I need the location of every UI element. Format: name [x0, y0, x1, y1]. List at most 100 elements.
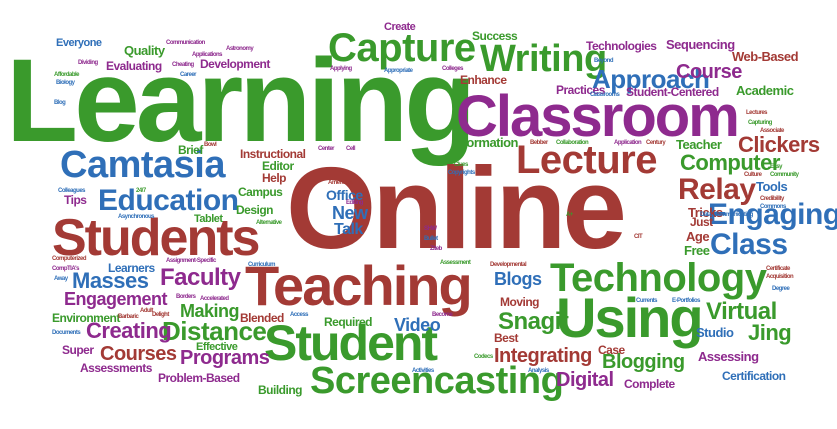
word-activities: Activities	[412, 368, 434, 374]
word-cit: CIT	[634, 234, 643, 240]
word-commons: Commons	[760, 204, 786, 210]
word-age: Age	[686, 229, 710, 244]
word-codecs: Codecs	[474, 354, 493, 360]
word-masses: Masses	[72, 268, 149, 293]
word-lecture: Lecture	[516, 138, 658, 182]
word-office: Office	[326, 187, 363, 203]
word-classrooms: Classrooms	[590, 92, 620, 98]
word-assessment: Assessment	[440, 260, 471, 266]
word-editing: Editing	[346, 200, 363, 206]
word-beyond: Beyond	[594, 58, 614, 64]
word-super: Super	[62, 343, 94, 357]
word-capturing: Capturing	[748, 120, 772, 126]
word-affordable: Affordable	[54, 72, 80, 78]
word-free: Free	[684, 243, 710, 258]
word-clickers: Clickers	[738, 132, 820, 157]
word-case: Case	[598, 343, 625, 357]
word-course: Course	[676, 61, 742, 83]
word-capture: Capture	[328, 26, 476, 70]
word-culture: Culture	[744, 172, 762, 178]
word-appropriate: Appropriate	[384, 68, 413, 74]
word-talk: Talk	[334, 221, 363, 238]
word-technology: Technology	[550, 256, 767, 300]
word-communication: Communication	[166, 40, 205, 46]
word-applications: Applications	[192, 52, 223, 58]
word-student-centered: Student-Centered	[626, 85, 719, 99]
word-career: Career	[180, 72, 197, 78]
word-assessments: Assessments	[80, 361, 152, 375]
word-practices: Practices	[556, 83, 605, 97]
word-camtasia: Camtasia	[60, 144, 225, 186]
word-applying: Applying	[330, 66, 352, 72]
word-just: Just	[690, 215, 713, 229]
word-making: Making	[180, 301, 240, 321]
word-jing: Jing	[748, 320, 792, 345]
word-distance: Distance	[162, 316, 267, 346]
word-everyone: Everyone	[56, 37, 102, 49]
word-development: Development	[200, 57, 270, 71]
word-credibility: Credibility	[760, 196, 784, 202]
word-snagit: Snagit	[498, 308, 569, 335]
word-cell: Cell	[346, 146, 356, 152]
word-teaching: Teaching	[245, 254, 473, 317]
word-learning: Learning	[6, 35, 476, 167]
word-computerized: Computerized	[52, 256, 87, 262]
word-a-plus: A+	[566, 212, 573, 218]
word-bowl: Bowl	[204, 142, 217, 148]
word-instructional: Instructional	[240, 147, 306, 161]
word-easy: Easy	[770, 164, 783, 170]
word-create: Create	[384, 21, 416, 33]
word-shw: SHW	[424, 226, 437, 232]
word-engaging: Engaging	[708, 198, 837, 231]
word-certificate: Certificate	[766, 266, 790, 272]
word-blended: Blended	[240, 311, 284, 325]
word-acquisition: Acquisition	[766, 274, 794, 280]
word-virtual: Virtual	[706, 298, 777, 325]
word-communicating: Communicating	[714, 212, 753, 218]
word-currents: Currents	[636, 298, 658, 304]
word-developmental: Developmental	[490, 262, 527, 268]
word-asynchronous: Asynchronous	[118, 214, 155, 220]
word-24-7: 24/7	[136, 188, 146, 194]
word-bullet: Bullet	[424, 236, 438, 242]
word-problem-based: Problem-Based	[158, 371, 240, 385]
word-degree: Degree	[772, 286, 790, 292]
word-effective: Effective	[196, 341, 238, 353]
word-lectures: Lectures	[746, 110, 768, 116]
word-americas: America's	[328, 180, 352, 186]
word-teacher: Teacher	[676, 137, 722, 152]
word-assignment-specific: Assignment-Specific	[166, 258, 216, 264]
word-information: Information	[452, 135, 519, 150]
word-application: Application	[614, 140, 642, 146]
word-web-based: Web-Based	[732, 49, 799, 64]
word-dividing: Dividing	[78, 60, 98, 66]
word-class: Class	[710, 228, 788, 261]
word-screencasting: Screencasting	[310, 360, 564, 402]
word-writing: Writing	[480, 38, 607, 80]
word-copyrights: Copyrights	[448, 170, 475, 176]
word-tricks: Tricks	[688, 205, 723, 220]
word-tablet: Tablet	[194, 213, 223, 225]
word-academic: Academic	[736, 83, 794, 98]
word-education: Education	[98, 184, 239, 217]
word-curriculum: Curriculum	[248, 262, 276, 268]
word-integrating: Integrating	[494, 345, 592, 367]
word-community: Community	[770, 172, 799, 178]
word-help: Help	[262, 171, 287, 185]
word-relay: Relay	[678, 173, 756, 206]
word-required: Required	[324, 315, 373, 329]
word-data: Data	[700, 212, 712, 218]
word-campus: Campus	[238, 185, 283, 199]
word-accelerated: Accelerated	[200, 296, 229, 302]
word-clues: Clues	[454, 162, 468, 168]
word-best: Best	[494, 331, 519, 345]
word-alternative: Alternative	[256, 220, 282, 226]
word-success: Success	[472, 29, 518, 43]
word-classroom: Classroom	[456, 84, 740, 149]
word-new: New	[332, 203, 368, 223]
word-students: Students	[52, 209, 260, 267]
word-certification: Certification	[722, 369, 786, 383]
word-design: Design	[236, 203, 274, 217]
word-evaluating: Evaluating	[106, 59, 162, 73]
